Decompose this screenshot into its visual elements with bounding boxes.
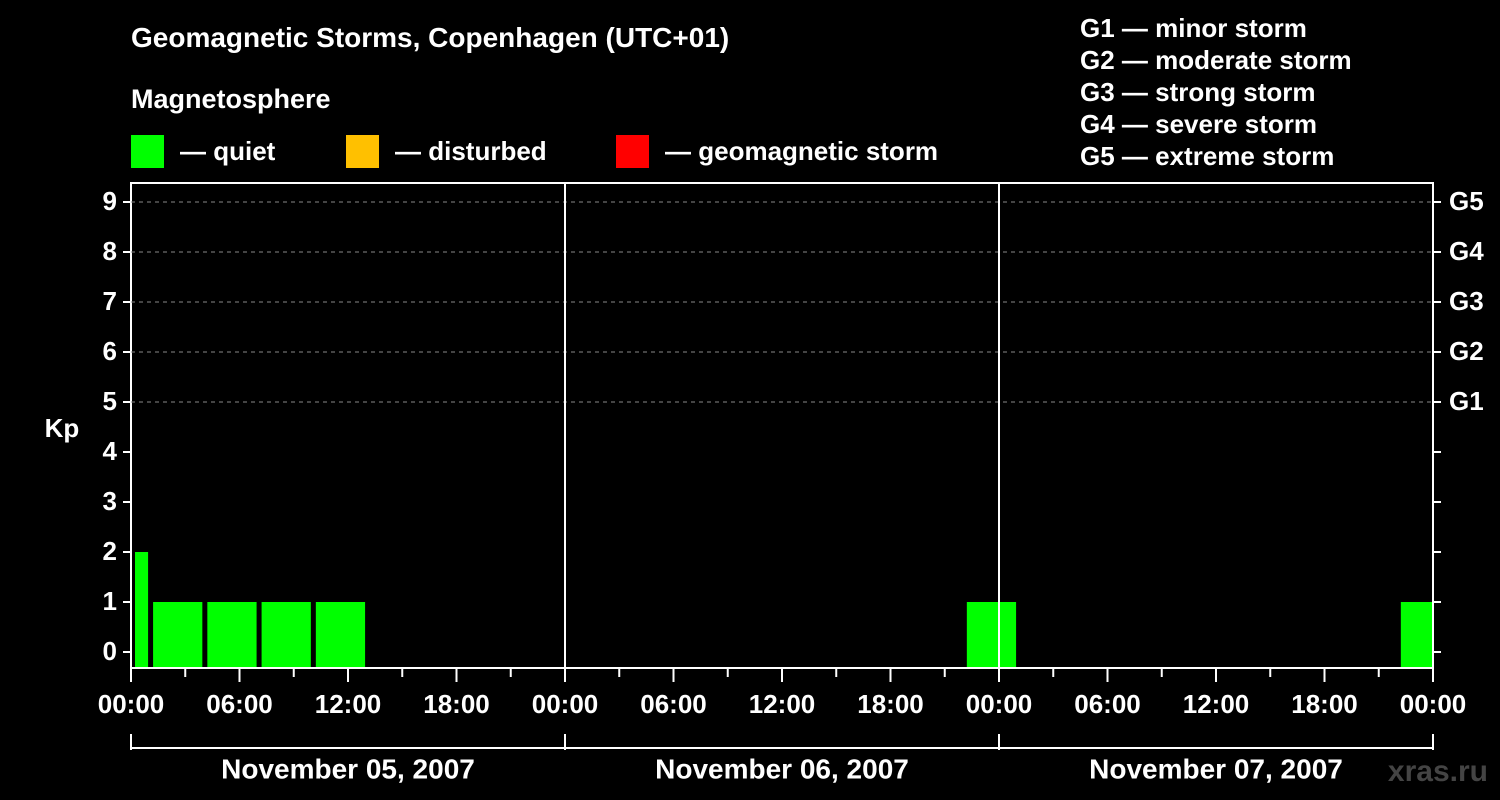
storm-scale-g3: G3 — strong storm <box>1080 77 1316 107</box>
g-level-label-g1: G1 <box>1449 386 1484 416</box>
kp-bar-2 <box>207 602 257 667</box>
y-tick-label-4: 4 <box>103 436 118 466</box>
x-tick-label-1: 06:00 <box>206 689 273 719</box>
kp-bar-3 <box>261 602 311 667</box>
storm-scale-legend: G1 — minor storm G2 — moderate storm G3 … <box>1080 12 1352 172</box>
x-tick-label-7: 18:00 <box>857 689 924 719</box>
y-tick-label-9: 9 <box>103 186 117 216</box>
x-tick-label-12: 00:00 <box>1400 689 1467 719</box>
legend-disturbed-swatch <box>346 134 379 168</box>
x-tick-label-11: 18:00 <box>1291 689 1358 719</box>
legend-quiet-label: — quiet <box>180 135 276 166</box>
legend-storm: — geomagnetic storm <box>616 134 938 168</box>
legend-storm-swatch <box>616 134 649 168</box>
g-level-label-g2: G2 <box>1449 336 1484 366</box>
plot-frame <box>130 182 1434 669</box>
x-tick-label-2: 12:00 <box>315 689 382 719</box>
storm-scale-g2: G2 — moderate storm <box>1080 45 1352 75</box>
x-tick-label-10: 12:00 <box>1183 689 1250 719</box>
x-tick-label-0: 00:00 <box>98 689 165 719</box>
legend-heading: Magnetosphere <box>131 84 331 114</box>
x-tick-label-3: 18:00 <box>423 689 490 719</box>
g-level-label-g5: G5 <box>1449 186 1484 216</box>
y-tick-label-1: 1 <box>103 586 117 616</box>
x-tick-label-8: 00:00 <box>966 689 1033 719</box>
kp-bar-5 <box>966 602 1017 667</box>
day-label-0: November 05, 2007 <box>221 753 475 784</box>
legend-quiet: — quiet <box>131 134 275 168</box>
legend-storm-label: — geomagnetic storm <box>665 135 939 166</box>
kp-bar-4 <box>315 602 366 667</box>
y-tick-label-6: 6 <box>103 336 117 366</box>
kp-bar-1 <box>153 602 203 667</box>
legend-disturbed-label: — disturbed <box>395 135 547 166</box>
legend-quiet-swatch <box>131 134 164 168</box>
y-tick-label-2: 2 <box>103 536 117 566</box>
day-label-1: November 06, 2007 <box>655 753 909 784</box>
y-tick-label-7: 7 <box>103 286 117 316</box>
x-tick-label-5: 06:00 <box>640 689 707 719</box>
x-tick-label-9: 06:00 <box>1074 689 1141 719</box>
day-label-2: November 07, 2007 <box>1089 753 1343 784</box>
g-level-label-g4: G4 <box>1449 236 1484 266</box>
x-tick-label-4: 00:00 <box>532 689 599 719</box>
y-tick-label-8: 8 <box>103 236 117 266</box>
y-tick-label-3: 3 <box>103 486 117 516</box>
g-level-label-g3: G3 <box>1449 286 1484 316</box>
y-tick-label-0: 0 <box>103 636 117 666</box>
y-tick-label-5: 5 <box>103 386 117 416</box>
watermark: xras.ru <box>1387 755 1488 788</box>
x-tick-label-6: 12:00 <box>749 689 816 719</box>
storm-scale-g5: G5 — extreme storm <box>1080 141 1335 171</box>
storm-scale-g1: G1 — minor storm <box>1080 13 1307 43</box>
kp-bar-0 <box>135 552 149 667</box>
legend-disturbed: — disturbed <box>346 134 547 168</box>
kp-bar-6 <box>1400 602 1432 667</box>
y-axis-label: Kp <box>45 413 80 443</box>
storm-scale-g4: G4 — severe storm <box>1080 109 1318 139</box>
page-title: Geomagnetic Storms, Copenhagen (UTC+01) <box>131 22 730 53</box>
